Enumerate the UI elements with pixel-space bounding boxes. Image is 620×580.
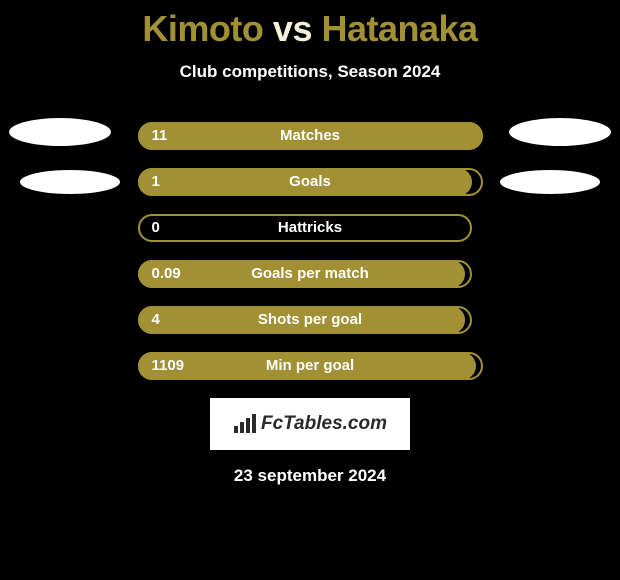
stat-row: 1109Min per goal [138,352,483,380]
decorative-ellipse [500,170,600,194]
stat-row: 0.09Goals per match [138,260,483,288]
brand-box[interactable]: FcTables.com [210,398,410,450]
chart-icon [233,414,257,434]
brand-link[interactable]: FcTables.com [233,413,387,435]
decorative-ellipse [9,118,111,146]
stat-row: 4Shots per goal [138,306,483,334]
stat-label: Matches [138,122,483,150]
vs-text: vs [273,8,312,49]
decorative-ellipse [509,118,611,146]
brand-label: FcTables.com [261,413,387,435]
stat-row: 0Hattricks [138,214,483,242]
stat-label: Shots per goal [138,306,483,334]
comparison-title: Kimoto vs Hatanaka [0,0,620,50]
player2-name: Hatanaka [321,8,477,49]
stat-label: Min per goal [138,352,483,380]
stat-label: Hattricks [138,214,483,242]
stat-label: Goals per match [138,260,483,288]
stat-label: Goals [138,168,483,196]
decorative-ellipse [20,170,120,194]
player1-name: Kimoto [142,8,263,49]
stat-row: 1Goals [138,168,483,196]
date-text: 23 september 2024 [0,466,620,486]
stats-area: 11Matches 1Goals 0Hattricks 0.09Goals per m… [0,122,620,380]
stat-row: 11Matches [138,122,483,150]
subtitle-text: Club competitions, Season 2024 [0,62,620,82]
